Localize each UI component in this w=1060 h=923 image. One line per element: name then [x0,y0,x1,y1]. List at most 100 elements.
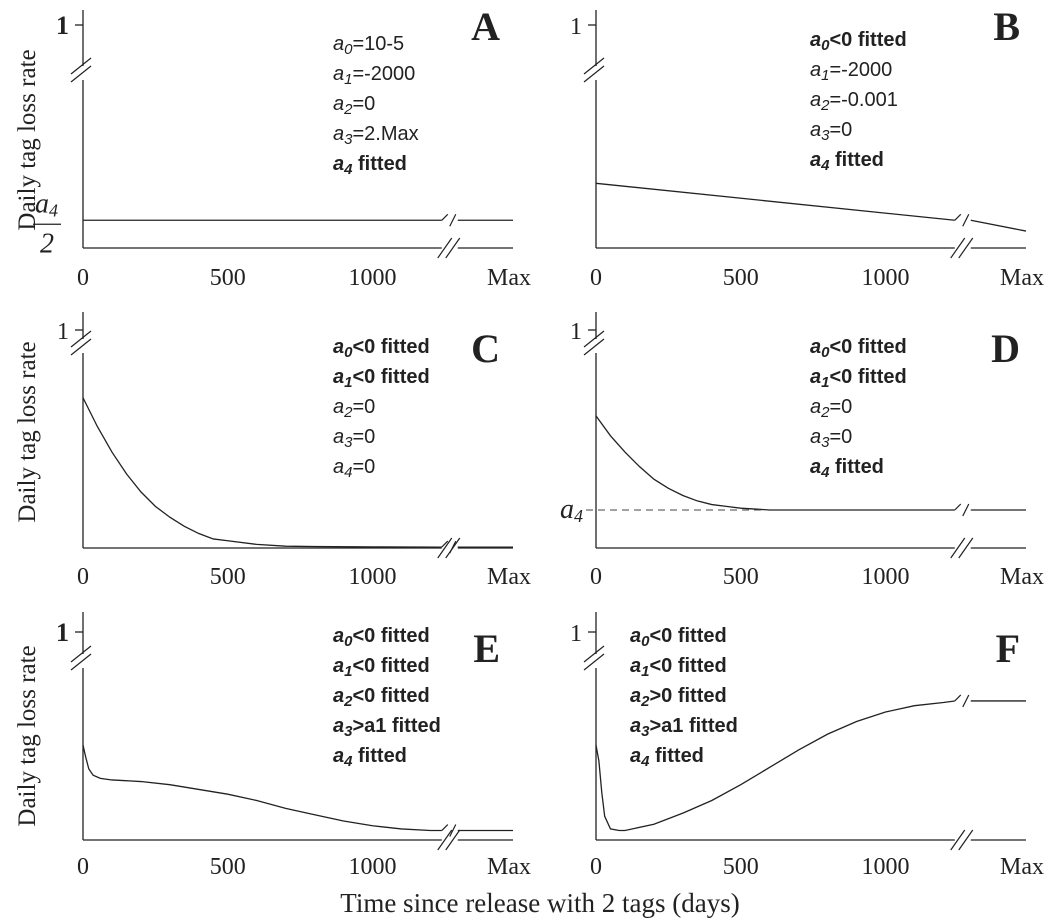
param-subscript: 2 [343,101,353,118]
param-value: <0 fitted [649,655,726,677]
curve-break-mark [441,213,449,221]
x-break-mark [445,829,461,851]
param-value: =0 [352,456,375,478]
param-4: a4 fitted [810,149,884,174]
param-symbol: a [333,123,344,145]
param-0: a0<0 fitted [810,336,907,361]
param-subscript: 3 [641,723,650,740]
param-value: fitted [829,149,883,171]
panel-label: B [993,4,1020,49]
param-subscript: 3 [821,434,830,451]
x-tick-label: Max [487,854,531,880]
param-1: a1=-2000 [810,59,892,84]
param-value: fitted [352,745,406,767]
y-break-mark [70,338,92,356]
param-subscript: 3 [344,723,353,740]
param-1: a1<0 fitted [333,366,430,391]
param-symbol: a [630,625,641,647]
x-break-mark [950,237,966,259]
param-2: a2>0 fitted [630,685,727,710]
y-mark-a4: a4 [560,494,583,526]
param-subscript: 1 [344,374,352,391]
param-subscript: 1 [344,71,352,88]
x-tick-label: 500 [723,265,759,291]
param-subscript: 0 [344,633,353,650]
y-tick-label: 1 [57,319,69,345]
param-symbol: a [333,655,344,677]
param-4: a4 fitted [810,456,884,481]
param-value: =0 [829,426,852,448]
param-0: a0<0 fitted [630,625,727,650]
x-tick-label: 1000 [862,564,910,590]
x-axis-title: Time since release with 2 tags (days) [340,888,739,918]
param-value: fitted [649,745,703,767]
param-4: a4 fitted [333,153,407,178]
param-value: =2.Max [352,123,418,145]
x-break-mark [445,237,461,259]
y-break-mark [583,57,605,75]
y-axis-title-row-1: Daily tag loss rate [14,49,41,230]
param-symbol: a [810,29,821,51]
x-tick-label: 0 [77,854,89,880]
param-value: =0 [829,396,852,418]
x-tick-label: 0 [590,265,602,291]
series-line [595,700,955,832]
param-symbol: a [810,89,821,111]
param-subscript: 1 [821,374,829,391]
param-value: =0 [352,93,375,115]
param-subscript: 2 [343,404,353,421]
x-tick-label: 0 [590,854,602,880]
x-tick-label: 1000 [862,265,910,291]
x-break-mark [437,537,453,559]
param-3: a3>a1 fitted [630,715,738,740]
param-2: a2=0 [333,396,375,421]
y-mark-subscript: 4 [574,506,583,526]
param-subscript: 2 [343,693,353,710]
param-value: <0 fitted [352,336,429,358]
y-break-mark [583,338,605,356]
param-0: a0<0 fitted [333,625,430,650]
param-subscript: 1 [821,67,829,84]
y-mark-subscript: 4 [49,200,58,220]
param-subscript: 4 [820,157,830,174]
x-tick-label: 0 [77,564,89,590]
curve-break-mark [449,540,457,554]
curve-break-mark [441,540,449,548]
x-break-mark [958,537,974,559]
param-1: a1=-2000 [333,63,415,88]
param-subscript: 0 [821,344,830,361]
x-tick-label: 0 [590,564,602,590]
param-value: =-0.001 [829,89,897,111]
param-value: =-2000 [829,59,892,81]
curve-break-mark [962,694,970,708]
param-subscript: 3 [344,131,353,148]
series-line [595,182,955,221]
param-subscript: 2 [820,404,830,421]
param-subscript: 3 [821,127,830,144]
param-2: a2=-0.001 [810,89,898,114]
param-subscript: 0 [821,37,830,54]
param-subscript: 2 [640,693,650,710]
x-tick-label: 0 [77,265,89,291]
y-tick-label: 1 [570,621,582,647]
panel-label: C [471,326,500,371]
y-break-mark [70,645,92,663]
x-tick-label: 500 [210,265,246,291]
param-subscript: 2 [820,97,830,114]
panel-label: D [991,326,1020,371]
param-value: =0 [352,426,375,448]
param-value: >a1 fitted [352,715,440,737]
param-symbol: a [333,745,344,767]
param-value: <0 fitted [649,625,726,647]
param-2: a2=0 [810,396,852,421]
param-value: <0 fitted [829,336,906,358]
y-break-mark [70,653,92,671]
param-symbol: a [333,366,344,388]
param-subscript: 0 [641,633,650,650]
curve-break-mark [954,503,962,511]
param-value: >a1 fitted [649,715,737,737]
curve-break-mark [449,824,457,837]
param-symbol: a [630,655,641,677]
param-value: <0 fitted [352,655,429,677]
